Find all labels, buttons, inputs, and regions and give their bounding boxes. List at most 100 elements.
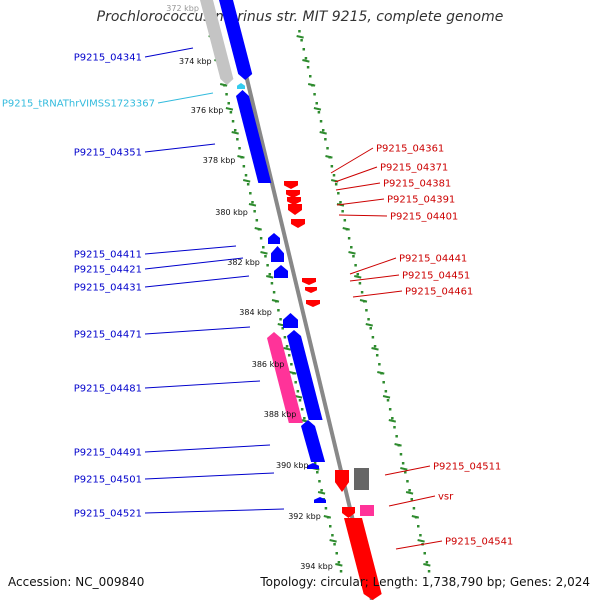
left-track-dot [251,201,254,204]
right-track-dot [337,192,340,195]
right-track-dot [373,345,377,348]
left-track-dot [225,93,228,96]
right-track-dot [315,102,318,105]
gray-gene-feature [200,0,234,85]
left-leader-line [144,143,216,153]
forward-gene-feature [301,420,326,462]
right-track-dot [304,57,308,60]
right-track-dot [395,435,398,438]
left-major-tick [254,227,262,231]
kbp-tick-label: 374 kbp [179,57,212,66]
kbp-tick-label: 378 kbp [203,156,236,165]
right-track-dot [419,534,422,537]
left-track-dot [324,507,328,510]
right-leader-line [338,214,388,217]
right-major-tick [313,107,322,111]
right-major-tick [417,539,425,543]
forward-gene-feature [219,0,253,80]
pink-gene-feature [360,505,374,516]
right-track-dot [412,507,416,510]
kbp-tick-label: 394 kbp [300,562,333,571]
kbp-tick-label: 388 kbp [264,410,297,419]
left-major-tick [219,83,228,87]
left-track-dot [264,255,267,258]
reverse-gene-feature [291,219,305,228]
right-leader-line [395,540,443,550]
right-major-tick [411,515,420,519]
right-major-tick [359,299,368,303]
reverse-gene-feature [287,197,301,205]
right-gene-label: P9215_04391 [387,195,455,206]
left-major-tick [289,371,297,375]
reverse-gene-feature [306,300,320,307]
right-major-tick [296,35,304,39]
left-leader-line [144,275,250,288]
right-gene-label: P9215_04401 [390,212,458,223]
right-track-dot [425,561,429,564]
right-track-dot [330,165,334,168]
left-major-tick [323,515,332,519]
right-track-dot [324,138,327,141]
topology-summary: Topology: circular; Length: 1,738,790 bp… [260,575,590,589]
right-track-dot [365,309,368,312]
left-leader-line [144,245,237,255]
left-gene-label: P9215_04491 [74,448,142,459]
right-leader-line [384,465,431,476]
left-leader-line [144,257,244,270]
feature-layer [200,0,382,600]
right-gene-label: P9215_04361 [376,144,444,155]
forward-gene-feature [287,330,323,420]
left-gene-label: P9215_04411 [74,250,142,261]
left-track-dot [244,174,248,177]
right-track-dot [427,570,431,573]
left-gene-label: P9215_04481 [74,384,142,395]
right-leader-line [388,495,436,507]
reverse-gene-feature [288,204,302,215]
right-track-dot [306,66,310,69]
left-track-dot [266,264,269,267]
right-track-dot [300,39,303,42]
left-track-dot [272,291,276,294]
left-track-dot [277,309,280,312]
kbp-tick-label: 386 kbp [252,360,285,369]
left-major-tick [242,179,251,183]
right-track-dot [371,336,375,339]
right-track-dot [408,489,411,492]
right-track-dot [352,255,355,258]
kbp-tick-label: 382 kbp [227,258,260,267]
backbone-line [226,0,374,600]
right-track-dot [339,201,342,204]
right-track-dot [302,48,306,51]
right-track-dot [401,462,405,465]
left-track-dot [329,525,332,528]
left-track-dot [242,165,246,168]
right-track-dot [354,264,357,267]
right-track-dot [375,354,379,357]
right-leader-line [335,182,381,191]
left-track-dot [262,246,265,249]
label-layer: 372 kbp 374 kbp 376 kbp 378 kbp 380 kbp 382 k… [2,4,513,571]
right-major-tick [405,491,414,495]
reverse-gene-feature [284,181,298,189]
reverse-gene-feature [286,190,300,198]
left-track-dot [238,147,241,150]
left-track-dot [318,480,321,483]
left-gene-label: P9215_04431 [74,283,142,294]
left-major-tick [237,155,245,159]
right-track-dot [341,210,344,213]
kbp-tick-label: 392 kbp [288,512,321,521]
left-track-dot [283,336,287,339]
left-major-tick [260,251,268,255]
left-leader-line [144,326,251,335]
right-major-tick [382,395,391,399]
right-track-dot [313,93,316,96]
pink-gene-feature [267,332,303,423]
right-leader-line [349,257,397,275]
kbp-tick-label: 384 kbp [239,308,272,317]
left-track-dot [268,273,272,276]
right-track-dot [410,498,414,501]
right-track-dot [406,480,409,483]
right-track-dot [319,120,323,123]
reverse-gene-feature [335,470,349,492]
left-track-dot [236,138,239,141]
